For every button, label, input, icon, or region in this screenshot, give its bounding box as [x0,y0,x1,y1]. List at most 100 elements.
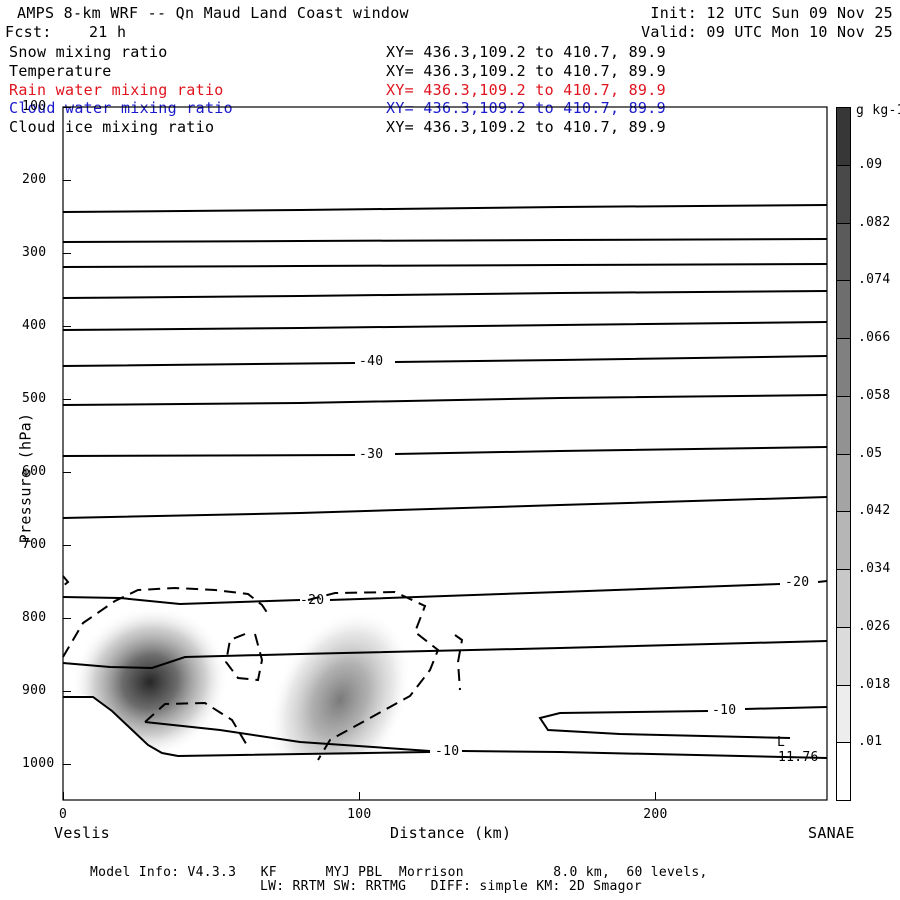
isotherm-line [62,640,828,670]
isotherm-line [62,580,828,606]
x-tick-label: 0 [59,807,68,822]
colorbar-label: .026 [858,618,891,634]
colorbar-swatch [836,395,851,455]
field-name-cloud-ice: Cloud ice mixing ratio [9,118,215,136]
isotherm-line [144,721,431,752]
y-tick [63,398,71,400]
x-tick-label: 200 [643,807,668,822]
colorbar-swatch [836,453,851,513]
colorbar-swatch [836,164,851,224]
isotherm-line [62,496,828,519]
cloud-ice-contour [454,634,464,691]
x-tick [63,792,64,800]
field-xy-rain: XY= 436.3,109.2 to 410.7, 89.9 [386,81,666,99]
cloud-ice-contour [307,590,440,761]
colorbar-label: .042 [858,503,891,519]
y-tick-label: 1000 [22,755,55,771]
low-marker-value: 11.76 [778,750,819,765]
x-tick-label: 100 [347,807,372,822]
terrain-mask [63,693,827,800]
forecast-hour: Fcst: 21 h [5,23,127,41]
colorbar-swatch [836,338,851,397]
isotherm-line [538,706,828,739]
y-tick-label: 800 [22,609,47,625]
colorbar-swatch [836,280,851,339]
valid-time: Valid: 09 UTC Mon 10 Nov 25 [641,23,893,41]
cloud-ice-contours [62,575,464,761]
y-tick-label: 400 [22,317,47,333]
field-xy-temperature: XY= 436.3,109.2 to 410.7, 89.9 [386,62,666,80]
init-time: Init: 12 UTC Sun 09 Nov 25 [650,4,893,22]
isotherm-line [62,355,828,367]
cloud-ice-contour [224,633,264,682]
plot-frame [62,106,828,801]
temp-label: -40 [359,354,384,369]
low-marker-label: L [777,735,786,750]
isotherm-line [62,238,828,243]
isotherm-line [62,204,828,213]
y-tick-label: 200 [22,171,47,187]
field-name-rain: Rain water mixing ratio [9,81,224,99]
colorbar-swatch [836,222,851,282]
model-info: Model Info: V4.3.3 KF MYJ PBL Morrison 8… [90,865,708,880]
temp-label: -10 [435,744,460,759]
y-tick [63,471,71,473]
y-tick-label: 300 [22,244,47,260]
field-name-temperature: Temperature [9,62,112,80]
field-xy-cloud-water: XY= 436.3,109.2 to 410.7, 89.9 [386,99,666,117]
isotherm-line [62,290,828,299]
physics-info: LW: RRTM SW: RRTMG DIFF: simple KM: 2D S… [260,879,642,894]
y-tick [63,544,71,546]
cloud-ice-contour [62,586,269,658]
field-xy-cloud-ice: XY= 436.3,109.2 to 410.7, 89.9 [386,118,666,136]
field-xy-snow: XY= 436.3,109.2 to 410.7, 89.9 [386,43,666,61]
field-name-snow: Snow mixing ratio [9,43,168,61]
colorbar-swatch [836,684,851,744]
colorbar-label: .09 [858,156,883,172]
colorbar-label: .018 [858,676,891,692]
y-tick [63,325,71,327]
colorbar-unit: g kg-1 [856,103,900,118]
y-tick [63,252,71,254]
y-tick [63,763,71,765]
colorbar-label: .082 [858,214,891,230]
y-tick-label: 500 [22,390,47,406]
colorbar-swatch [836,569,851,628]
isotherm-line [62,394,828,406]
colorbar-swatch [836,626,851,686]
x-tick [655,792,657,800]
colorbar-label: .066 [858,330,891,345]
x-end-label-right: SANAE [808,824,855,842]
colorbar-swatch [836,511,851,570]
y-tick [63,617,71,619]
cloud-ice-contour [144,701,249,748]
isotherm-line [63,696,828,759]
colorbar-label: .074 [858,272,891,288]
y-tick-label: 600 [22,463,47,479]
colorbar-swatch [836,107,851,166]
colorbar-label: .034 [858,561,891,576]
temp-label: -20 [300,593,325,608]
isotherm-line [62,263,828,268]
chart-title: AMPS 8-km WRF -- Qn Maud Land Coast wind… [17,4,409,22]
temperature-contours [62,204,828,759]
y-tick-label: 700 [22,536,47,552]
x-axis-label: Distance (km) [390,824,512,842]
x-end-label-left: Veslis [54,824,110,842]
y-tick-label: 100 [22,99,47,114]
y-tick [63,179,71,181]
cloud-ice-contour [62,575,70,587]
y-tick [63,690,71,692]
isotherm-line [62,446,828,457]
field-name-cloud-water: Cloud water mixing ratio [9,99,233,117]
isotherm-line [62,321,828,331]
temp-label: -10 [712,703,737,718]
colorbar-label: .05 [858,445,883,461]
y-tick [63,107,71,108]
temp-label: -30 [359,447,384,462]
temp-label: -20 [785,575,810,590]
colorbar-swatch [836,742,851,801]
y-tick-label: 900 [22,682,47,698]
x-tick [359,792,361,800]
